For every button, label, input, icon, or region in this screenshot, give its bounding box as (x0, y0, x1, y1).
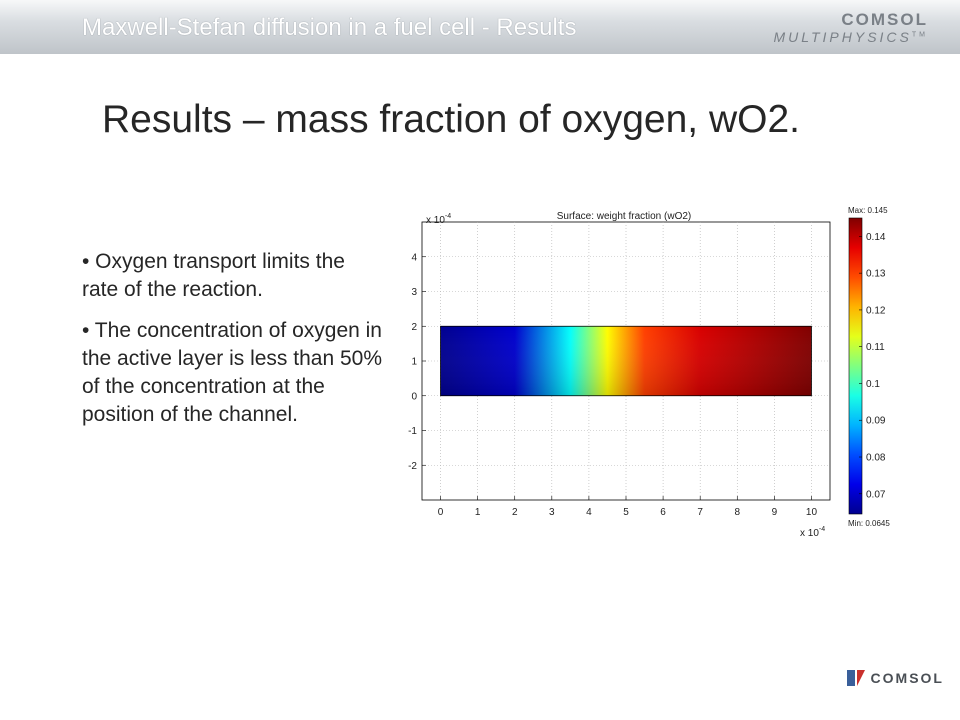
oxygen-field-surface (440, 326, 812, 396)
colorbar-tick-label: 0.14 (866, 232, 886, 243)
x-tick-label: 1 (475, 507, 481, 518)
x-tick-label: 4 (586, 507, 592, 518)
bullet-item: • Oxygen transport limits the rate of th… (82, 250, 345, 301)
colorbar-tick-label: 0.07 (866, 489, 886, 500)
y-tick-label: 4 (411, 252, 417, 263)
slide-header: Maxwell-Stefan diffusion in a fuel cell … (0, 0, 960, 54)
y-tick-label: -1 (408, 426, 417, 437)
x-tick-label: 0 (438, 507, 444, 518)
colorbar-tick-label: 0.12 (866, 305, 886, 316)
x-tick-label: 6 (660, 507, 666, 518)
colorbar-tick-label: 0.1 (866, 379, 880, 390)
colorbar-tick-label: 0.13 (866, 269, 886, 280)
colorbar-min-label: Min: 0.0645 (848, 519, 890, 528)
header-title: Maxwell-Stefan diffusion in a fuel cell … (82, 14, 577, 41)
colorbar-gradient (848, 217, 863, 515)
comsol-multiphysics-logo: COMSOL MULTIPHYSICSTM (773, 10, 928, 45)
x-tick-label: 2 (512, 507, 518, 518)
logo-line2: MULTIPHYSICSTM (773, 29, 928, 45)
x-tick-label: 9 (772, 507, 778, 518)
bullet-list: • Oxygen transport limits the rate of th… (82, 248, 382, 442)
logo-line1: COMSOL (841, 10, 928, 29)
comsol-footer-logo: COMSOL (846, 670, 944, 686)
colorbar-tick-label: 0.09 (866, 416, 886, 427)
x-tick-label: 5 (623, 507, 629, 518)
colorbar-tick-label: 0.11 (866, 342, 885, 353)
plot-title: Surface: weight fraction (wO2) (557, 211, 692, 222)
x-tick-label: 10 (806, 507, 818, 518)
y-tick-label: 1 (411, 357, 417, 368)
plot-frame (421, 221, 831, 501)
y-tick-label: 2 (411, 322, 417, 333)
colorbar-tick-label: 0.08 (866, 453, 886, 464)
bullet-item: • The concentration of oxygen in the act… (82, 319, 382, 426)
y-tick-label: -2 (408, 461, 417, 472)
domain-outline (440, 325, 812, 397)
x-axis-exponent: x 10-4 (800, 526, 825, 539)
x-tick-label: 3 (549, 507, 555, 518)
y-tick-label: 3 (411, 287, 417, 298)
y-axis-exponent: x 10-4 (426, 213, 451, 226)
slide-title: Results – mass fraction of oxygen, wO2. (102, 98, 800, 141)
x-tick-label: 8 (734, 507, 740, 518)
footer-logo-text: COMSOL (870, 670, 944, 686)
x-tick-label: 7 (697, 507, 703, 518)
colorbar-max-label: Max: 0.145 (848, 206, 888, 215)
y-tick-label: 0 (411, 391, 417, 402)
comsol-logo-icon (846, 670, 865, 686)
oxygen-field-shading (440, 326, 812, 396)
